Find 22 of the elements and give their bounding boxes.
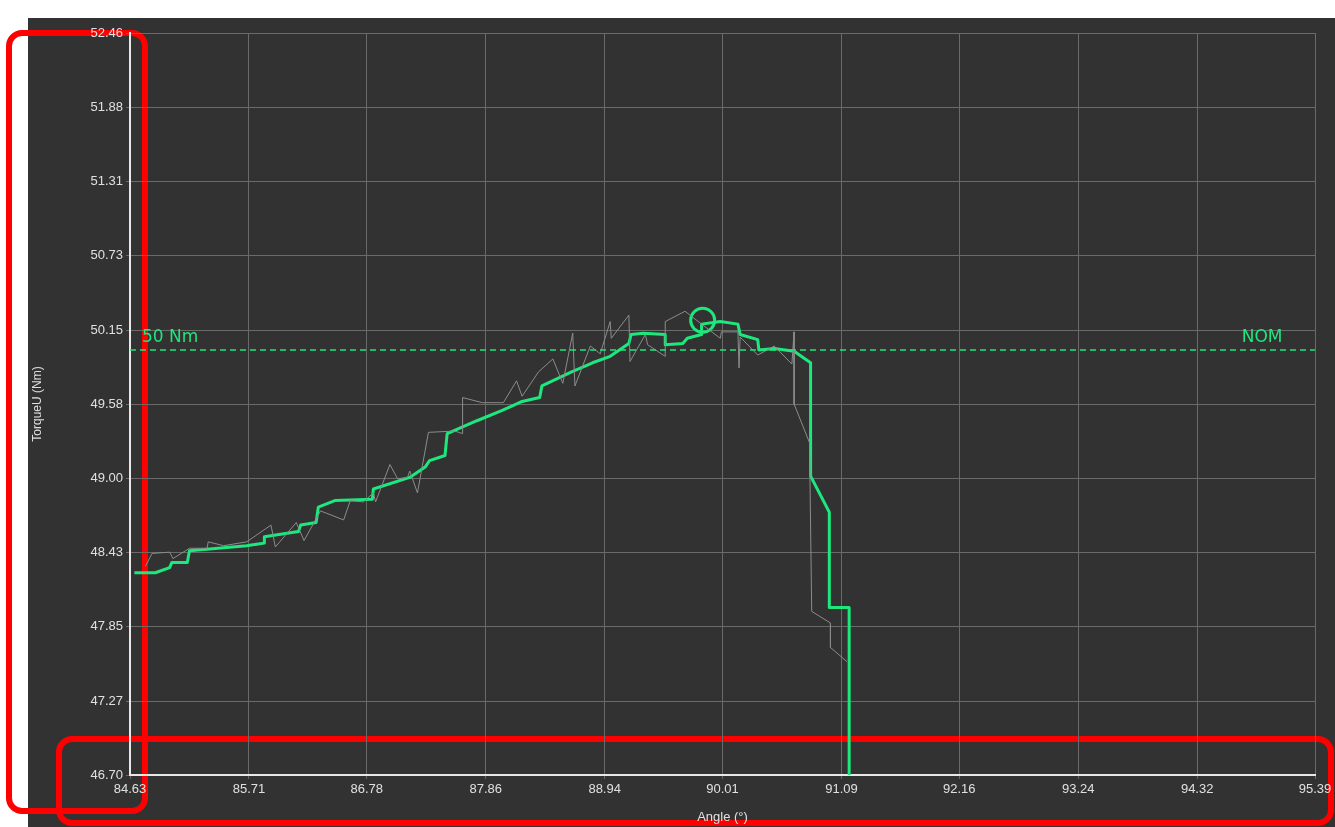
y-tick-label: 47.27 [90,693,123,709]
y-tick-label: 48.43 [90,543,123,559]
x-tick-label: 90.01 [706,781,739,797]
x-axis-title: Angle (°) [697,808,748,824]
y-axis-title: TorqueU (Nm) [29,366,44,442]
y-tick-label: 51.31 [90,172,123,188]
y-tick-label: 50.73 [90,247,123,263]
x-tick-label: 86.78 [350,781,384,797]
y-tick-label: 47.85 [90,618,123,634]
y-tick-label: 49.00 [90,470,123,486]
y-tick-label: 49.58 [90,395,123,411]
y-tick-label: 51.88 [90,99,123,115]
x-tick-label: 91.09 [825,781,858,797]
x-tick-label: 92.16 [943,781,976,797]
x-tick-label: 87.86 [469,781,502,797]
x-tick-label: 88.94 [588,781,621,797]
annotation: NOM [1241,325,1283,346]
y-tick-label: 46.70 [90,766,123,782]
y-tick-label: 50.15 [90,322,123,338]
x-tick-label: 93.24 [1061,781,1095,797]
x-tick-label: 85.71 [232,781,266,797]
x-tick-label: 94.32 [1180,781,1214,797]
